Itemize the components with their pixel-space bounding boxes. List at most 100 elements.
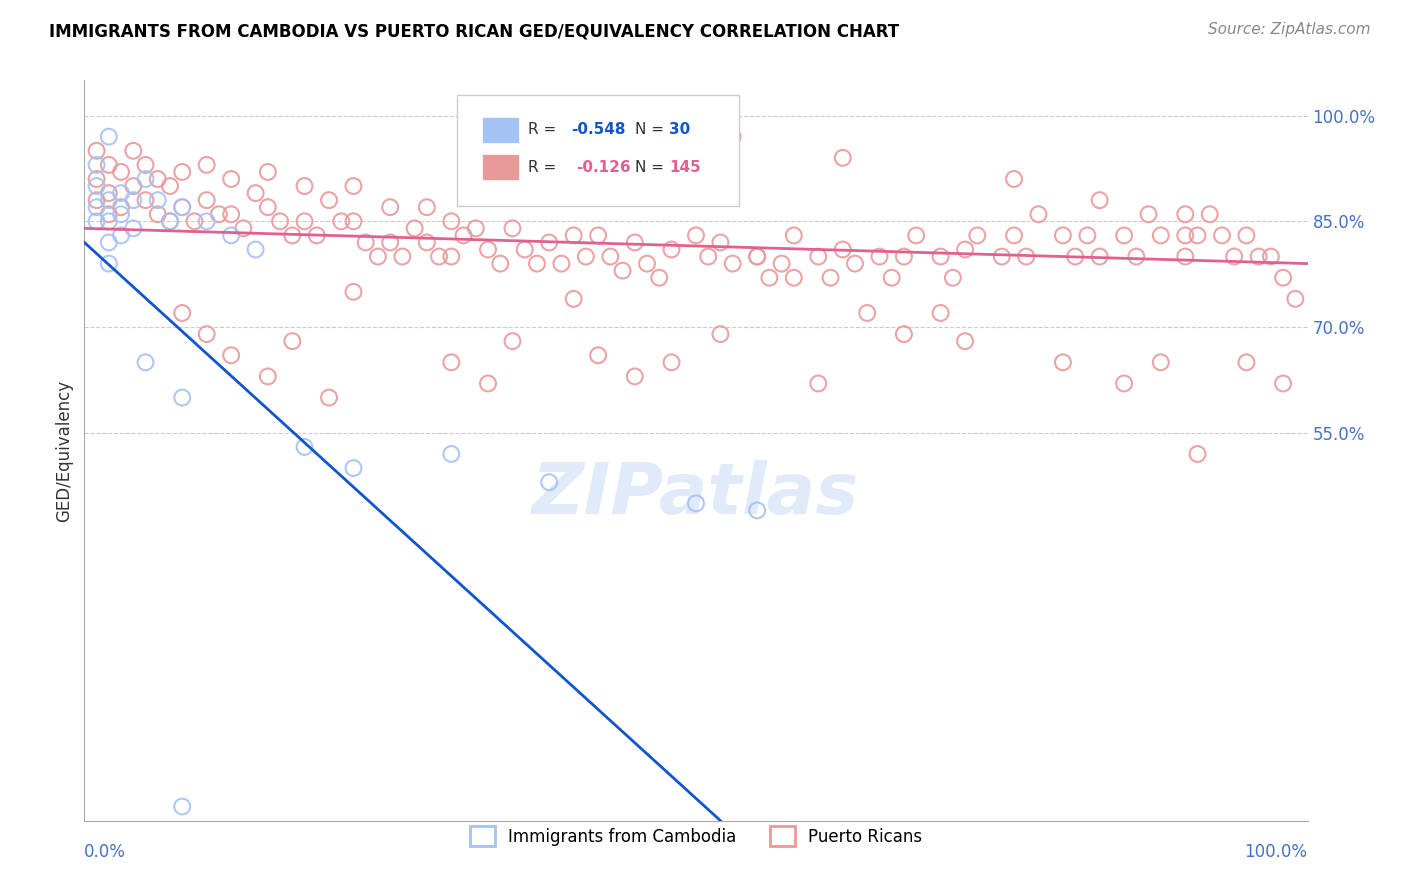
Point [86,193,108,207]
Point [783,270,806,285]
Point [831,151,853,165]
Point [709,235,731,250]
Point [893,250,915,264]
FancyBboxPatch shape [482,154,519,180]
Point [697,250,720,264]
Point [1247,250,1270,264]
Point [281,334,304,348]
Point [685,496,707,510]
Point [1088,193,1111,207]
Point [219,348,242,362]
Point [844,257,866,271]
Point [195,327,218,342]
Point [562,228,585,243]
Point [110,200,132,214]
Point [1198,207,1220,221]
Text: -0.126: -0.126 [576,161,631,175]
Point [195,193,218,207]
Point [538,475,561,490]
Point [172,200,194,214]
Point [1236,228,1258,243]
Point [464,221,486,235]
Point [953,243,976,257]
Point [440,214,463,228]
Point [648,270,671,285]
Point [122,221,145,235]
Point [1236,355,1258,369]
Point [342,285,364,299]
Point [172,306,194,320]
Point [770,257,793,271]
Point [342,461,364,475]
Point [575,250,598,264]
Point [427,250,450,264]
Point [477,376,499,391]
Point [1052,355,1074,369]
Point [477,243,499,257]
Point [172,165,194,179]
Point [929,306,952,320]
Point [929,250,952,264]
Point [721,257,744,271]
Point [685,109,707,123]
Point [526,257,548,271]
Text: R =: R = [529,161,567,175]
Point [942,270,965,285]
FancyBboxPatch shape [457,95,738,206]
Point [404,221,426,235]
Point [758,270,780,285]
Point [1260,250,1282,264]
Point [318,193,340,207]
Point [1187,228,1209,243]
Point [391,250,413,264]
Point [1150,228,1173,243]
Point [599,250,621,264]
Point [172,200,194,214]
Point [661,243,683,257]
Point [135,193,157,207]
Point [502,221,524,235]
Point [86,158,108,172]
Point [513,243,536,257]
Point [146,193,169,207]
Point [380,200,402,214]
Point [232,221,254,235]
Point [219,228,242,243]
Point [966,228,988,243]
Point [991,250,1014,264]
Point [1028,207,1050,221]
Point [294,440,316,454]
Point [146,172,169,186]
Point [1211,228,1233,243]
Point [489,257,512,271]
Point [97,214,120,228]
Point [807,250,830,264]
Point [195,214,218,228]
Point [342,214,364,228]
Point [820,270,842,285]
Point [1114,376,1136,391]
Point [354,235,377,250]
Point [562,292,585,306]
Point [159,214,181,228]
Text: 145: 145 [669,161,700,175]
Point [294,179,316,194]
Point [440,250,463,264]
Point [709,327,731,342]
Point [905,228,928,243]
Point [1002,228,1025,243]
Point [257,369,280,384]
Point [219,207,242,221]
Point [122,144,145,158]
Point [1125,250,1147,264]
Point [110,207,132,221]
Point [721,129,744,144]
Point [416,235,439,250]
Text: N =: N = [636,161,669,175]
Point [110,228,132,243]
Point [159,214,181,228]
Point [330,214,353,228]
Text: R =: R = [529,121,561,136]
Point [86,172,108,186]
Point [257,165,280,179]
